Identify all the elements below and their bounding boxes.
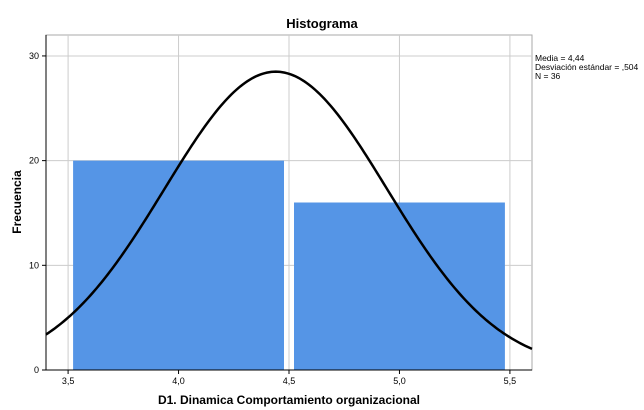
y-tick-label-3: 30 (29, 51, 39, 61)
y-tick-label-1: 10 (29, 260, 39, 270)
stats-n: N = 36 (535, 71, 561, 81)
histogram-bars (73, 160, 505, 370)
y-tick-label-2: 20 (29, 156, 39, 166)
x-tick-label-1: 4,0 (172, 376, 185, 386)
chart-title: Histograma (286, 16, 358, 31)
x-tick-label-3: 5,0 (393, 376, 406, 386)
x-tick-label-0: 3,5 (62, 376, 75, 386)
y-tick-label-0: 0 (34, 365, 39, 375)
stats-sd: Desviación estándar = ,504 (535, 62, 639, 72)
y-axis-ticks: 0 10 20 30 (29, 51, 46, 375)
histogram-bar-1 (294, 202, 505, 370)
stats-mean: Media = 4,44 (535, 53, 585, 63)
stats-box: Media = 4,44 Desviación estándar = ,504 … (535, 53, 639, 81)
y-axis-label: Frecuencia (10, 170, 24, 234)
x-axis-label: D1. Dinamica Comportamiento organizacion… (158, 393, 420, 407)
x-axis-ticks: 3,5 4,0 4,5 5,0 5,5 (62, 370, 516, 386)
x-tick-label-4: 5,5 (504, 376, 517, 386)
normal-curve (45, 70, 533, 351)
histogram-bar-0 (73, 160, 284, 370)
x-tick-label-2: 4,5 (283, 376, 296, 386)
